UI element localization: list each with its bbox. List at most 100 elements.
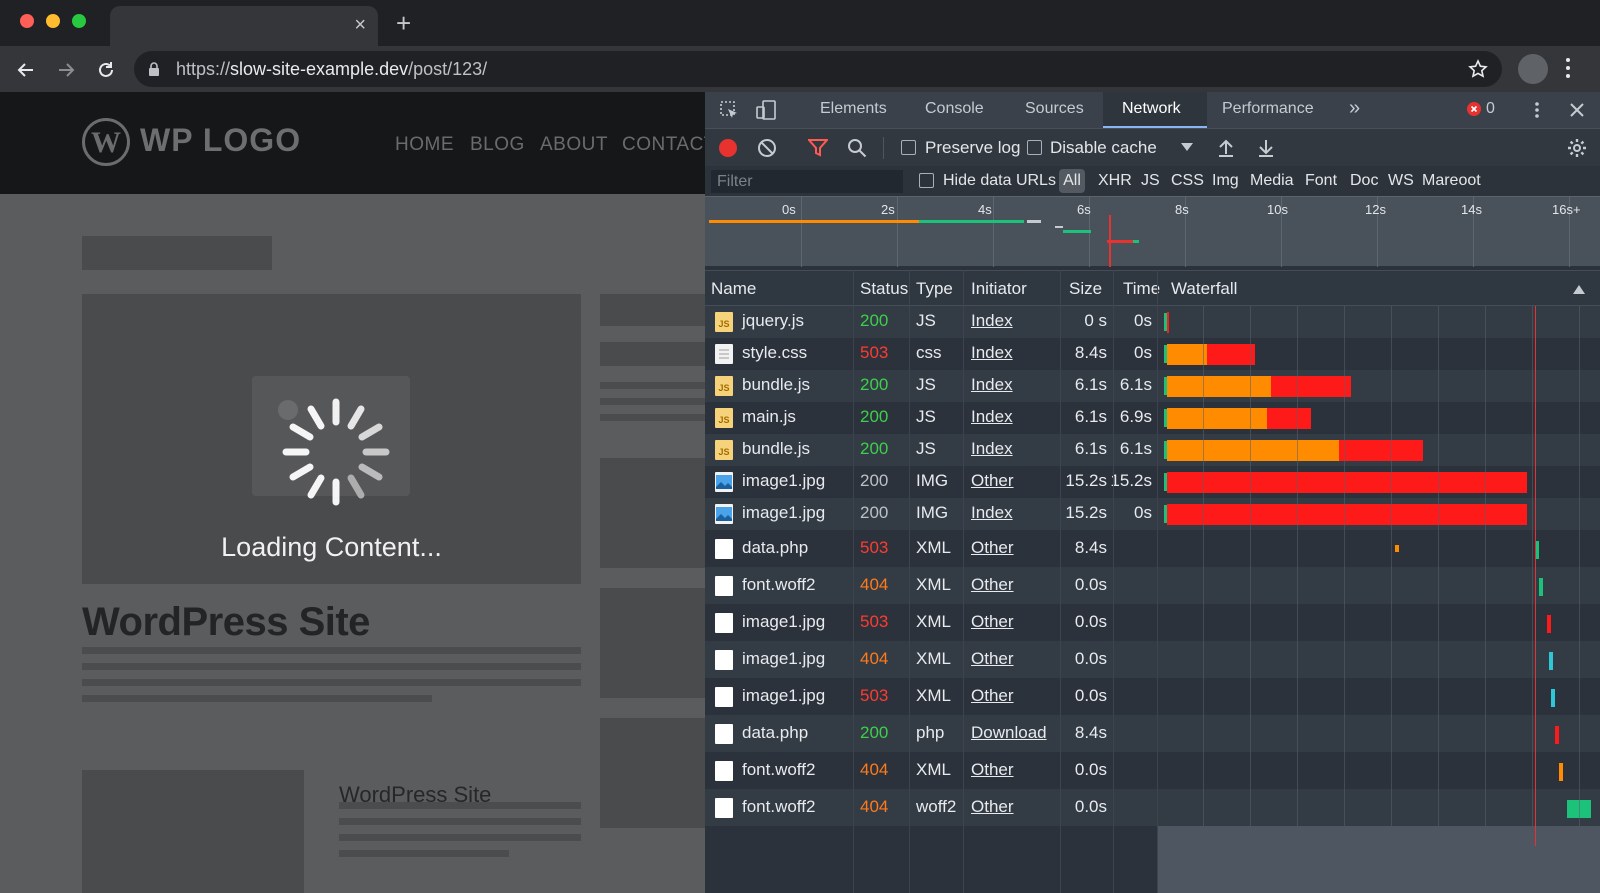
minimize-window-button[interactable] [46, 14, 60, 28]
column-size[interactable]: Size [1069, 279, 1103, 298]
table-row[interactable]: style.css 503 css Index 8.4s 0s [705, 338, 1600, 370]
table-row[interactable]: image1.jpg 404 XML Other 0.0s [705, 641, 1600, 678]
bookmark-star-icon[interactable] [1468, 59, 1488, 79]
column-initiator[interactable]: Initiator [971, 279, 1027, 298]
request-initiator[interactable]: Index [971, 503, 1013, 522]
table-row[interactable]: JS jquery.js 200 JS Index 0 s 0s [705, 306, 1600, 338]
export-har-icon[interactable] [1257, 138, 1275, 158]
inspect-element-icon[interactable] [719, 100, 739, 120]
network-settings-gear-icon[interactable] [1567, 138, 1587, 158]
table-row[interactable]: image1.jpg 200 IMG Other 15.2s 15.2s [705, 466, 1600, 498]
close-devtools-icon[interactable] [1569, 102, 1585, 118]
waterfall-receiving-bar[interactable] [1207, 344, 1255, 365]
request-initiator[interactable]: Other [971, 797, 1014, 816]
waterfall-receiving-bar[interactable] [1167, 312, 1169, 333]
column-divider[interactable] [1060, 270, 1061, 893]
close-window-button[interactable] [20, 14, 34, 28]
table-row[interactable]: data.php 503 XML Other 8.4s [705, 530, 1600, 567]
request-initiator[interactable]: Other [971, 538, 1014, 557]
request-name[interactable]: main.js [742, 407, 796, 426]
column-divider[interactable] [1113, 270, 1114, 893]
profile-avatar[interactable] [1518, 54, 1548, 84]
waterfall-waiting-bar[interactable] [1167, 408, 1267, 429]
request-initiator[interactable]: Other [971, 649, 1014, 668]
tab-network[interactable]: Network [1122, 100, 1181, 117]
nav-home[interactable]: HOME [395, 134, 454, 155]
column-divider[interactable] [909, 270, 910, 893]
more-tabs-button[interactable]: » [1349, 97, 1361, 119]
network-overview-timeline[interactable]: 0s 2s 4s 6s 8s 10s 12s 14s 16s+ [705, 196, 1600, 267]
record-icon[interactable] [718, 138, 738, 158]
table-row[interactable]: JS bundle.js 200 JS Index 6.1s 6.1s [705, 370, 1600, 402]
tab-close-icon[interactable]: × [354, 14, 366, 36]
waterfall-waiting-bar[interactable] [1167, 440, 1339, 461]
table-row[interactable]: JS bundle.js 200 JS Index 6.1s 6.1s [705, 434, 1600, 466]
search-icon[interactable] [847, 138, 867, 158]
type-filter-css[interactable]: CSS [1171, 172, 1204, 189]
request-initiator[interactable]: Index [971, 439, 1013, 458]
sort-ascending-icon[interactable] [1573, 284, 1585, 294]
table-row[interactable]: font.woff2 404 XML Other 0.0s [705, 567, 1600, 604]
waterfall-marker[interactable] [1555, 726, 1559, 744]
type-filter-manifest[interactable]: Mareoot [1422, 172, 1481, 189]
request-initiator[interactable]: Index [971, 375, 1013, 394]
nav-about[interactable]: ABOUT [540, 134, 608, 155]
device-toolbar-icon[interactable] [755, 99, 777, 121]
request-initiator[interactable]: Other [971, 760, 1014, 779]
column-waterfall[interactable]: Waterfall [1171, 279, 1238, 298]
type-filter-ws[interactable]: WS [1388, 172, 1414, 189]
column-divider[interactable] [853, 270, 854, 893]
back-button[interactable] [14, 58, 38, 82]
type-filter-img[interactable]: Img [1212, 172, 1239, 189]
type-filter-all[interactable]: All [1059, 169, 1085, 193]
request-initiator[interactable]: Other [971, 686, 1014, 705]
waterfall-receiving-bar[interactable] [1271, 376, 1351, 397]
column-time[interactable]: Time [1123, 279, 1161, 298]
column-divider[interactable] [1157, 270, 1158, 893]
table-row[interactable]: data.php 200 php Download 8.4s [705, 715, 1600, 752]
waterfall-receiving-bar[interactable] [1267, 408, 1311, 429]
table-row[interactable]: JS main.js 200 JS Index 6.1s 6.9s [705, 402, 1600, 434]
request-name[interactable]: image1.jpg [742, 612, 826, 631]
reload-button[interactable] [94, 58, 118, 82]
request-initiator[interactable]: Index [971, 311, 1013, 330]
nav-blog[interactable]: BLOG [470, 134, 525, 155]
table-row[interactable]: image1.jpg 503 XML Other 0.0s [705, 678, 1600, 715]
table-row[interactable]: font.woff2 404 XML Other 0.0s [705, 752, 1600, 789]
forward-button[interactable] [54, 58, 78, 82]
type-filter-xhr[interactable]: XHR [1098, 172, 1132, 189]
import-har-icon[interactable] [1217, 138, 1235, 158]
waterfall-marker[interactable] [1547, 615, 1551, 633]
disable-cache-checkbox[interactable] [1027, 140, 1042, 155]
type-filter-doc[interactable]: Doc [1350, 172, 1379, 189]
throttling-dropdown-icon[interactable] [1181, 143, 1193, 153]
table-row[interactable]: font.woff2 404 woff2 Other 0.0s [705, 789, 1600, 826]
error-icon[interactable] [1467, 102, 1481, 116]
maximize-window-button[interactable] [72, 14, 86, 28]
column-status[interactable]: Status [860, 279, 909, 298]
devtools-menu-icon[interactable] [1534, 101, 1540, 119]
waterfall-waiting-bar[interactable] [1167, 344, 1207, 365]
hide-data-urls-checkbox[interactable] [919, 173, 934, 188]
column-type[interactable]: Type [916, 279, 953, 298]
table-row[interactable]: image1.jpg 200 IMG Index 15.2s 0s [705, 498, 1600, 530]
tab-sources[interactable]: Sources [1025, 100, 1084, 117]
nav-contact[interactable]: CONTACT [622, 134, 705, 155]
request-name[interactable]: style.css [742, 343, 808, 362]
request-name[interactable]: image1.jpg [742, 649, 826, 668]
request-initiator[interactable]: Other [971, 471, 1014, 490]
request-name[interactable]: image1.jpg [742, 686, 826, 705]
tab-elements[interactable]: Elements [820, 100, 887, 117]
request-name[interactable]: font.woff2 [742, 575, 816, 594]
site-logo-text[interactable]: WP LOGO [140, 122, 302, 158]
request-name[interactable]: image1.jpg [742, 471, 826, 490]
waterfall-receiving-bar[interactable] [1167, 472, 1527, 493]
request-name[interactable]: image1.jpg [742, 503, 826, 522]
type-filter-media[interactable]: Media [1250, 172, 1294, 189]
tab-performance[interactable]: Performance [1222, 100, 1314, 117]
address-bar[interactable]: https://slow-site-example.dev/post/123/ [134, 51, 1502, 87]
request-initiator[interactable]: Other [971, 575, 1014, 594]
type-filter-font[interactable]: Font [1305, 172, 1338, 189]
request-name[interactable]: bundle.js [742, 375, 811, 394]
request-name[interactable]: data.php [742, 538, 809, 557]
